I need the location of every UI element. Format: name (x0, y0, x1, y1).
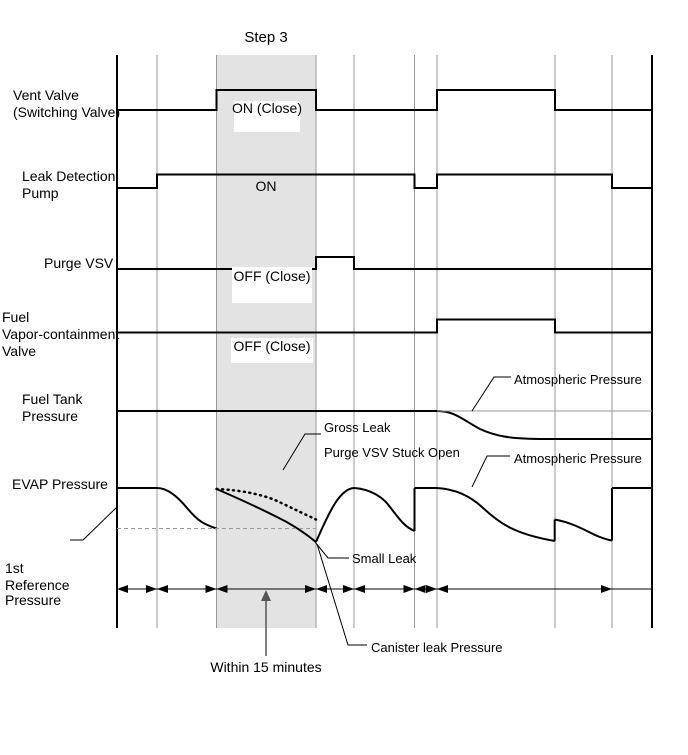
svg-text:Atmospheric Pressure: Atmospheric Pressure (514, 451, 642, 466)
svg-text:Valve: Valve (2, 343, 36, 359)
svg-text:Atmospheric Pressure: Atmospheric Pressure (514, 372, 642, 387)
svg-text:Within 15 minutes: Within 15 minutes (210, 659, 321, 675)
svg-text:Vapor-containment: Vapor-containment (2, 326, 119, 342)
svg-text:(Switching Valve): (Switching Valve) (13, 104, 120, 120)
svg-text:Canister leak Pressure: Canister leak Pressure (371, 640, 503, 655)
svg-text:ON: ON (256, 178, 277, 194)
svg-text:ON (Close): ON (Close) (232, 100, 302, 116)
svg-text:Gross Leak: Gross Leak (324, 420, 391, 435)
svg-text:Purge VSV: Purge VSV (44, 255, 114, 271)
svg-text:Small Leak: Small Leak (352, 551, 417, 566)
svg-text:Fuel Tank: Fuel Tank (22, 391, 83, 407)
svg-text:1st: 1st (5, 560, 24, 576)
svg-text:Pressure: Pressure (22, 408, 78, 424)
svg-text:Purge VSV Stuck Open: Purge VSV Stuck Open (324, 445, 460, 460)
svg-text:Step 3: Step 3 (244, 29, 287, 46)
svg-text:Reference: Reference (5, 577, 70, 593)
svg-text:EVAP Pressure: EVAP Pressure (12, 476, 108, 492)
svg-text:Pressure: Pressure (5, 592, 61, 608)
svg-text:OFF (Close): OFF (Close) (234, 338, 311, 354)
svg-text:Fuel: Fuel (2, 309, 29, 325)
svg-text:Pump: Pump (22, 185, 59, 201)
svg-text:Leak Detection: Leak Detection (22, 168, 115, 184)
svg-text:OFF (Close): OFF (Close) (234, 268, 311, 284)
svg-text:Vent Valve: Vent Valve (13, 87, 79, 103)
